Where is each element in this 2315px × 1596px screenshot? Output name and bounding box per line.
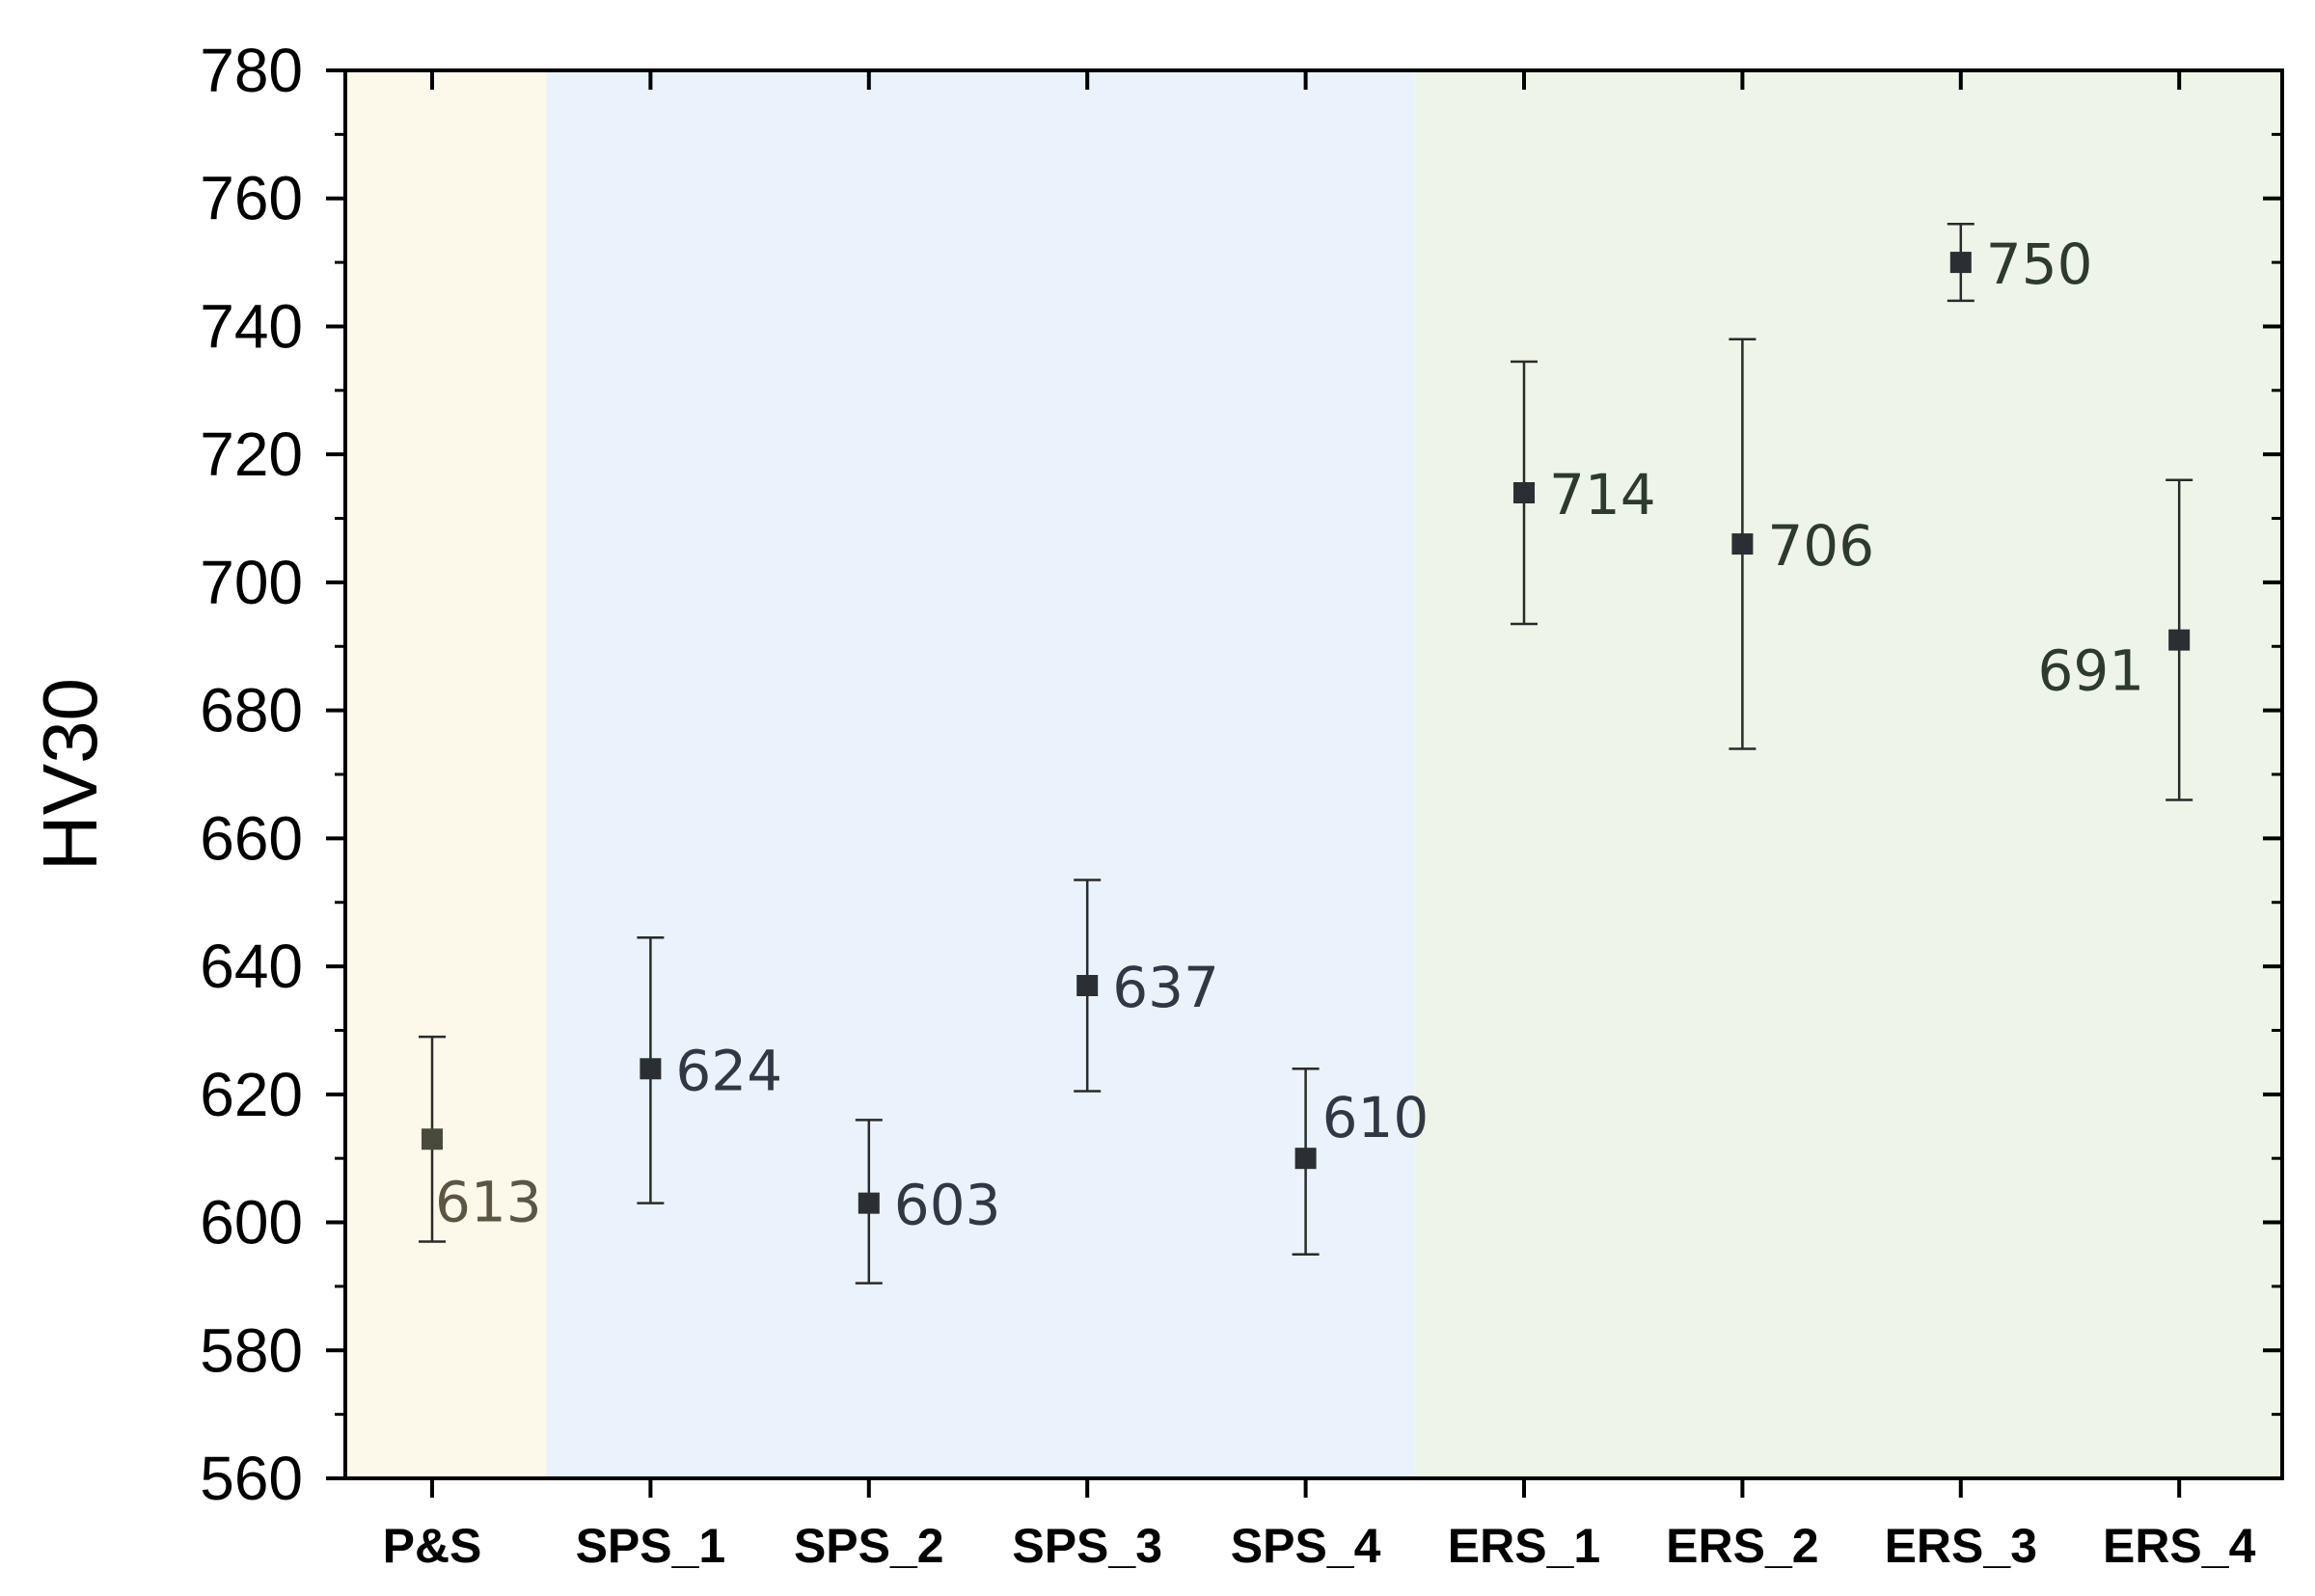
region-p-s — [345, 70, 547, 1478]
y-tick-label: 760 — [200, 164, 303, 233]
data-marker — [2168, 629, 2191, 651]
data-label: 706 — [1767, 513, 1874, 579]
y-tick-label: 680 — [200, 676, 303, 745]
y-axis-label: HV30 — [27, 678, 113, 871]
data-marker — [1294, 1148, 1317, 1170]
y-tick-label: 600 — [200, 1188, 303, 1258]
data-marker — [1731, 533, 1754, 555]
data-label: 750 — [1986, 231, 2093, 297]
x-tick-label: P&S — [383, 1519, 482, 1573]
region-ers-1 — [1414, 70, 2282, 1478]
data-label: 624 — [675, 1038, 782, 1103]
data-marker — [858, 1192, 880, 1214]
data-marker — [1513, 482, 1535, 503]
data-label: 714 — [1549, 462, 1656, 527]
x-tick-label: ERS_2 — [1666, 1519, 1818, 1573]
y-tick-label: 580 — [200, 1315, 303, 1385]
data-marker — [1076, 975, 1099, 996]
y-tick-label: 720 — [200, 419, 303, 489]
data-label: 637 — [1112, 955, 1219, 1020]
region-sps-1 — [546, 70, 1415, 1478]
data-label: 603 — [894, 1173, 1001, 1238]
y-tick-label: 700 — [200, 548, 303, 617]
x-tick-label: SPS_2 — [794, 1519, 944, 1573]
data-label: 610 — [1322, 1085, 1430, 1150]
x-tick-label: SPS_4 — [1231, 1519, 1381, 1573]
y-tick-label: 740 — [200, 291, 303, 361]
data-marker — [1949, 252, 1972, 274]
y-tick-label: 620 — [200, 1060, 303, 1129]
x-tick-label: SPS_3 — [1012, 1519, 1162, 1573]
y-tick-label: 660 — [200, 803, 303, 873]
data-marker — [640, 1058, 662, 1080]
axis-ticks: 560 580 600 620 640 660 680 700 720 740 760 780 P&S S… — [200, 36, 2282, 1573]
x-tick-label: SPS_1 — [576, 1519, 726, 1573]
x-tick-label: ERS_3 — [1885, 1519, 2037, 1573]
y-tick-label: 640 — [200, 932, 303, 1001]
y-tick-label: 560 — [200, 1444, 303, 1513]
data-label: 691 — [2037, 638, 2144, 704]
data-marker — [422, 1128, 443, 1150]
data-label: 613 — [435, 1169, 542, 1234]
background-regions — [345, 70, 2282, 1478]
x-tick-label: ERS_1 — [1448, 1519, 1600, 1573]
data-points: 613 624 603 637 610 714 706 750 691 — [419, 223, 2193, 1285]
x-tick-label: ERS_4 — [2103, 1519, 2256, 1573]
y-tick-label: 780 — [200, 36, 303, 105]
